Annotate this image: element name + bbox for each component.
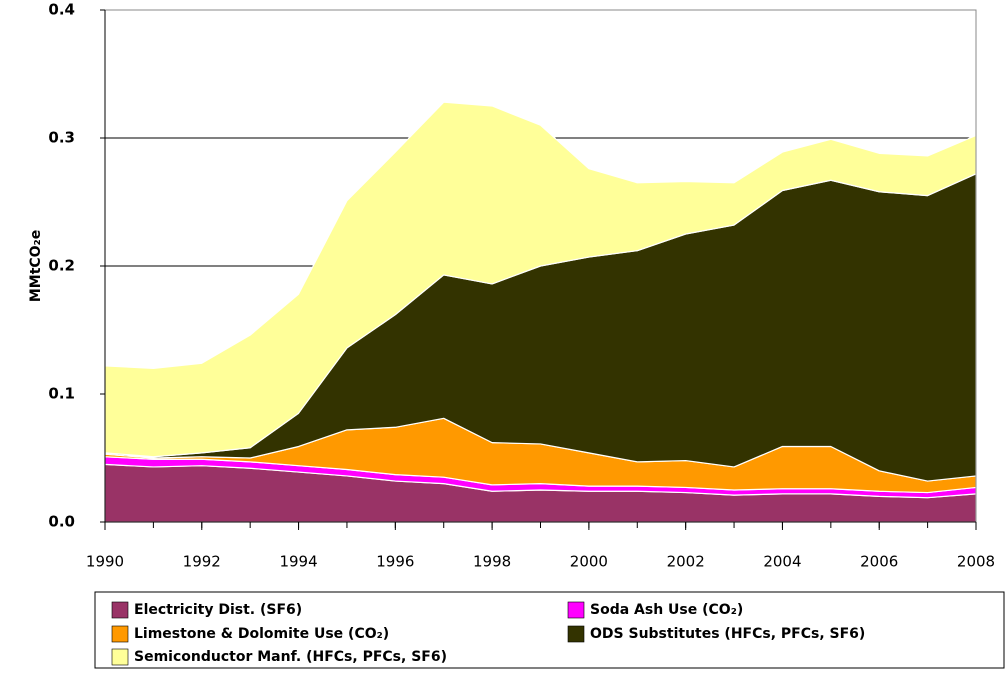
y-tick-label: 0.1: [48, 385, 75, 403]
x-tick-label: 1992: [183, 553, 221, 571]
x-tick-label: 2000: [570, 553, 608, 571]
x-tick-label: 2002: [667, 553, 705, 571]
x-tick-label: 1998: [473, 553, 511, 571]
legend-box: [94, 591, 1005, 669]
x-tick-label: 2008: [957, 553, 995, 571]
x-tick-label: 1996: [376, 553, 414, 571]
legend-swatch: [111, 648, 129, 666]
legend-swatch: [567, 601, 585, 619]
y-tick-label: 0.2: [48, 257, 75, 275]
legend-label: Electricity Dist. (SF6): [134, 602, 302, 618]
y-axis-label: MMtCO₂e: [28, 230, 44, 302]
x-tick-label: 1990: [86, 553, 124, 571]
legend-swatch: [111, 601, 129, 619]
y-tick-label: 0.3: [48, 129, 75, 147]
x-tick-label: 2004: [763, 553, 801, 571]
legend-label: Soda Ash Use (CO₂): [590, 602, 743, 618]
legend-swatch: [567, 625, 585, 643]
legend-label: ODS Substitutes (HFCs, PFCs, SF6): [590, 626, 865, 642]
x-tick-label: 1994: [279, 553, 317, 571]
legend-swatch: [111, 625, 129, 643]
y-tick-label: 0.0: [48, 513, 75, 531]
legend-label: Limestone & Dolomite Use (CO₂): [134, 626, 389, 642]
legend-label: Semiconductor Manf. (HFCs, PFCs, SF6): [134, 649, 447, 665]
x-tick-label: 2006: [860, 553, 898, 571]
y-tick-label: 0.4: [48, 1, 75, 19]
